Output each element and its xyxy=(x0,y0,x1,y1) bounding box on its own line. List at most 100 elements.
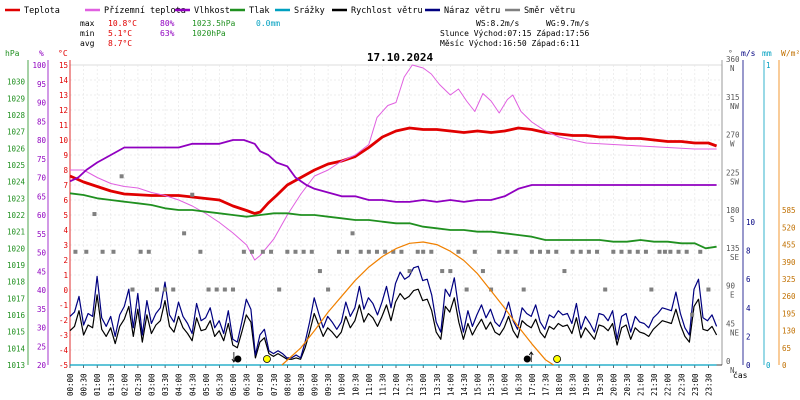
wind-direction-point xyxy=(301,249,306,254)
temperature-tick-label: 5 xyxy=(63,211,68,220)
wind-direction-point xyxy=(260,249,265,254)
pressure-tick-label: 1019 xyxy=(7,261,25,270)
temperature-tick-label: 4 xyxy=(63,226,68,235)
humidity-tick-label: 55 xyxy=(37,230,46,239)
wind-speed-tick-label: 4 xyxy=(746,304,751,313)
wind-direction-point xyxy=(163,287,168,292)
pressure-tick-label: 1030 xyxy=(7,78,26,87)
humidity-tick-label: 25 xyxy=(37,342,46,351)
wind-direction-unit: ° xyxy=(728,49,733,58)
solar-tick-label: 65 xyxy=(782,344,791,353)
wind-direction-tick-label: 90 xyxy=(726,282,736,291)
stats-max-press: 1023.5hPa xyxy=(192,19,236,28)
svg-text:Přízemní teplota: Přízemní teplota xyxy=(104,6,186,16)
wind-direction-point xyxy=(84,249,89,254)
solar-tick-label: 325 xyxy=(782,275,796,284)
wind-direction-point xyxy=(182,231,187,236)
pressure-tick-label: 1026 xyxy=(7,144,26,153)
wind-direction-point xyxy=(497,249,502,254)
time-tick-label: 19:00 xyxy=(582,373,591,396)
stats-wind-gust: WG:9.7m/s xyxy=(546,19,590,28)
wind-direction-point xyxy=(448,269,453,274)
legend: Teplota Přízemní teplota Vlhkost Tlak Sr… xyxy=(5,6,575,16)
right-axes: 0N45NE90E135SE180S225SW270W315NW360N0246… xyxy=(721,55,796,375)
wind-direction-tick-label: 0 xyxy=(726,357,731,366)
pressure-tick-label: 1024 xyxy=(7,178,26,187)
wind-direction-point xyxy=(190,192,195,197)
svg-text:Srážky: Srážky xyxy=(294,6,325,16)
time-tick-label: 19:30 xyxy=(596,373,605,396)
humidity-tick-label: 95 xyxy=(37,80,46,89)
wind-direction-point xyxy=(358,249,363,254)
temperature-tick-label: 15 xyxy=(59,61,68,70)
moon-times: Měsíc Východ:16:50 Západ:6:11 xyxy=(440,39,580,48)
temperature-tick-label: -1 xyxy=(59,301,68,310)
wind-direction-point xyxy=(345,249,350,254)
time-tick-label: 09:30 xyxy=(324,373,333,396)
solar-tick-label: 455 xyxy=(782,241,796,250)
rain-tick-label: 0 xyxy=(766,361,771,370)
legend-item-wind-gust: Náraz větru xyxy=(425,6,500,16)
time-tick-label: 17:00 xyxy=(528,373,537,396)
svg-text:Směr větru: Směr větru xyxy=(524,6,575,16)
marker-layer xyxy=(231,351,561,363)
stats-min-press: 1020hPa xyxy=(192,29,226,38)
time-tick-label: 08:00 xyxy=(283,373,292,396)
svg-text:Náraz větru: Náraz větru xyxy=(444,6,500,16)
wind-direction-point xyxy=(415,249,420,254)
compass-label: E xyxy=(730,291,735,300)
svg-text:Rychlost větru: Rychlost větru xyxy=(351,6,423,16)
humidity-tick-label: 35 xyxy=(37,305,46,314)
humidity-tick-label: 75 xyxy=(37,155,46,164)
time-tick-label: 00:30 xyxy=(80,373,89,396)
pressure-tick-label: 1017 xyxy=(7,294,25,303)
wind-direction-tick-label: 270 xyxy=(726,131,740,140)
compass-label: SW xyxy=(730,177,740,186)
wind-direction-point xyxy=(690,312,695,317)
svg-text:Tlak: Tlak xyxy=(249,6,269,16)
time-tick-label: 07:30 xyxy=(270,373,279,396)
temperature-tick-label: 9 xyxy=(63,151,68,160)
wind-direction-point xyxy=(489,287,494,292)
wind-direction-point xyxy=(570,249,575,254)
wind-direction-points xyxy=(73,174,711,317)
wind-direction-point xyxy=(277,287,282,292)
wind-direction-point xyxy=(214,287,219,292)
wind-direction-point xyxy=(513,249,518,254)
wind-direction-point xyxy=(222,287,227,292)
wind-direction-point xyxy=(198,249,203,254)
time-tick-label: 22:00 xyxy=(664,373,673,396)
temperature-tick-label: -4 xyxy=(59,346,69,355)
wind-direction-point xyxy=(326,287,331,292)
time-tick-label: 10:00 xyxy=(338,373,347,396)
wind-direction-point xyxy=(293,249,298,254)
wind-direction-point xyxy=(619,249,624,254)
time-tick-label: 03:30 xyxy=(161,373,170,396)
time-tick-label: 21:00 xyxy=(637,373,646,396)
stats-max-hum: 80% xyxy=(160,19,175,28)
humidity-tick-label: 20 xyxy=(37,361,47,370)
wind-direction-point xyxy=(130,287,135,292)
pressure-tick-label: 1021 xyxy=(7,228,25,237)
stats-block: max 10.8°C 80% 1023.5hPa 0.0mm min 5.1°C… xyxy=(80,19,590,48)
wind-direction-point xyxy=(111,249,116,254)
wind-direction-point xyxy=(285,249,290,254)
temperature-tick-label: 2 xyxy=(63,256,68,265)
wind-direction-tick-label: 225 xyxy=(726,168,740,177)
wind-direction-tick-label: 360 xyxy=(726,55,740,64)
legend-item-ground-temperature: Přízemní teplota xyxy=(85,6,186,16)
humidity-tick-label: 70 xyxy=(37,174,47,183)
humidity-tick-label: 80 xyxy=(37,136,47,145)
pressure-tick-label: 1025 xyxy=(7,161,25,170)
time-tick-label: 15:30 xyxy=(487,373,496,396)
wind-direction-point xyxy=(595,249,600,254)
time-tick-label: 06:30 xyxy=(243,373,252,396)
stats-max-temp: 10.8°C xyxy=(108,19,137,28)
wind-direction-point xyxy=(421,249,426,254)
pressure-tick-label: 1014 xyxy=(7,344,26,353)
temperature-tick-label: -2 xyxy=(59,316,68,325)
wind-direction-point xyxy=(643,249,648,254)
humidity-tick-label: 50 xyxy=(37,249,47,258)
wind-direction-tick-label: 135 xyxy=(726,244,740,253)
